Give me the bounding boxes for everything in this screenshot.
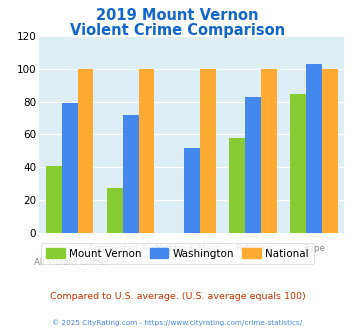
Text: 2019 Mount Vernon: 2019 Mount Vernon bbox=[96, 8, 259, 23]
Text: All Violent Crime: All Violent Crime bbox=[34, 258, 105, 267]
Bar bbox=[62, 103, 77, 233]
Bar bbox=[46, 166, 62, 233]
Text: © 2025 CityRating.com - https://www.cityrating.com/crime-statistics/: © 2025 CityRating.com - https://www.city… bbox=[53, 319, 302, 326]
Bar bbox=[229, 138, 245, 233]
Bar bbox=[184, 148, 200, 233]
Text: Violent Crime Comparison: Violent Crime Comparison bbox=[70, 23, 285, 38]
Text: Murder & Mans...: Murder & Mans... bbox=[155, 245, 229, 253]
Bar bbox=[306, 64, 322, 233]
Bar bbox=[245, 97, 261, 233]
Bar bbox=[77, 69, 93, 233]
Bar bbox=[261, 69, 277, 233]
Text: Aggravated Assault: Aggravated Assault bbox=[88, 245, 173, 253]
Bar bbox=[290, 94, 306, 233]
Bar bbox=[123, 115, 138, 233]
Text: Compared to U.S. average. (U.S. average equals 100): Compared to U.S. average. (U.S. average … bbox=[50, 292, 305, 301]
Bar bbox=[138, 69, 154, 233]
Bar bbox=[107, 188, 123, 233]
Text: Rape: Rape bbox=[303, 245, 325, 253]
Text: Robbery: Robbery bbox=[235, 245, 271, 253]
Bar bbox=[322, 69, 338, 233]
Bar bbox=[200, 69, 215, 233]
Legend: Mount Vernon, Washington, National: Mount Vernon, Washington, National bbox=[41, 243, 314, 264]
